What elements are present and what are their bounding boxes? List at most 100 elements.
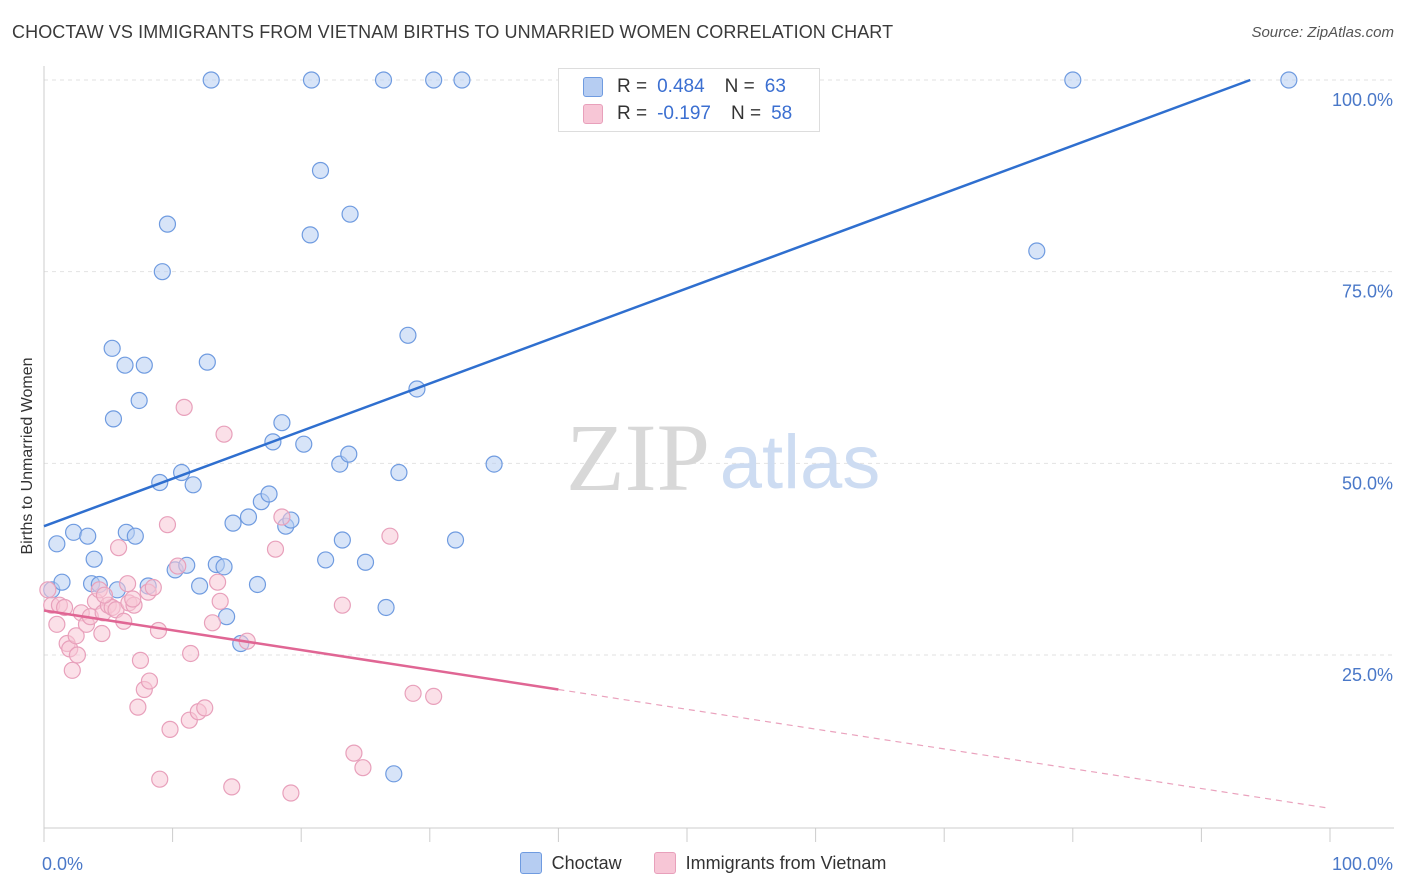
point-choctaw — [356, 553, 375, 571]
watermark-zip: ZIP — [566, 404, 710, 511]
watermark-atlas: atlas — [720, 420, 881, 505]
point-vietnam — [93, 624, 111, 643]
point-choctaw — [104, 410, 123, 428]
y-tick-label: 50.0% — [1342, 473, 1393, 493]
point-vietnam — [63, 661, 81, 679]
point-choctaw — [1064, 71, 1082, 89]
y-tick-label: 100.0% — [1332, 90, 1393, 110]
trend-lines — [43, 78, 1331, 809]
y-tick-label: 25.0% — [1342, 665, 1393, 685]
point-vietnam — [211, 592, 229, 610]
point-choctaw — [153, 263, 171, 281]
point-choctaw — [385, 765, 403, 783]
point-choctaw — [374, 71, 393, 89]
point-choctaw — [215, 558, 233, 576]
point-choctaw — [48, 535, 66, 553]
x-tick-label: 100.0% — [1332, 854, 1393, 874]
legend-swatch-blue — [583, 77, 603, 97]
point-choctaw — [301, 226, 319, 244]
point-vietnam — [140, 672, 159, 690]
point-vietnam — [273, 508, 291, 526]
point-choctaw — [53, 573, 71, 591]
legend-n-label: N = — [724, 76, 755, 97]
grid-lines — [44, 79, 1394, 656]
point-choctaw — [116, 356, 134, 374]
point-vietnam — [131, 651, 150, 669]
point-choctaw — [333, 531, 351, 549]
point-vietnam — [196, 699, 214, 717]
legend-r-value: 0.484 — [657, 76, 705, 97]
point-vietnam — [175, 398, 193, 416]
source-text: Source: ZipAtlas.com — [1251, 24, 1394, 41]
point-choctaw — [425, 71, 443, 89]
point-choctaw — [248, 575, 267, 594]
point-choctaw — [239, 508, 258, 526]
point-choctaw — [79, 527, 97, 545]
trend-line-vietnam-extension — [558, 688, 1331, 809]
data-points — [39, 71, 1298, 802]
point-vietnam — [345, 744, 363, 762]
point-choctaw — [158, 215, 177, 233]
legend-swatch-choctaw — [519, 852, 542, 874]
point-choctaw — [302, 71, 321, 89]
point-vietnam — [215, 425, 233, 443]
point-choctaw — [202, 71, 220, 89]
point-choctaw — [273, 414, 291, 432]
point-choctaw — [485, 455, 503, 473]
legend-r-value: -0.197 — [657, 103, 711, 124]
trend-line-choctaw — [43, 78, 1251, 528]
point-choctaw — [126, 527, 144, 545]
point-choctaw — [64, 523, 83, 541]
point-choctaw — [390, 463, 408, 482]
point-vietnam — [95, 586, 114, 604]
y-tick-label: 75.0% — [1342, 282, 1393, 302]
legend-label-choctaw: Choctaw — [551, 852, 622, 873]
point-vietnam — [118, 575, 137, 593]
trend-line-vietnam — [43, 609, 559, 691]
legend-r-label: R = — [617, 76, 648, 97]
point-vietnam — [39, 581, 57, 599]
point-choctaw — [191, 577, 209, 595]
point-vietnam — [266, 540, 285, 558]
legend-item-vietnam: Immigrants from Vietnam — [653, 852, 886, 874]
point-vietnam — [109, 539, 128, 557]
legend-swatch-pink — [583, 104, 603, 124]
point-choctaw — [224, 514, 242, 532]
tick-labels: 25.0% 50.0% 75.0% 100.0% 0.0% 100.0% — [42, 90, 1393, 874]
x-tick-label: 0.0% — [42, 854, 83, 874]
point-choctaw — [453, 71, 471, 89]
point-vietnam — [158, 516, 177, 534]
point-vietnam — [161, 720, 179, 738]
legend-n-value: 58 — [771, 103, 793, 124]
legend-row-choctaw: R = 0.484 N = 63 — [583, 75, 786, 99]
point-choctaw — [135, 356, 153, 374]
point-vietnam — [67, 627, 85, 645]
point-vietnam — [151, 770, 169, 788]
point-vietnam — [282, 784, 300, 802]
point-choctaw — [1280, 71, 1298, 89]
axes — [43, 66, 1394, 842]
legend-n-value: 63 — [764, 76, 786, 97]
chart-title: CHOCTAW VS IMMIGRANTS FROM VIETNAM BIRTH… — [12, 22, 894, 42]
point-vietnam — [68, 646, 87, 664]
point-choctaw — [103, 339, 121, 357]
legend-item-choctaw: Choctaw — [519, 852, 622, 874]
point-vietnam — [149, 621, 168, 640]
point-vietnam — [55, 598, 74, 617]
point-vietnam — [144, 578, 162, 597]
point-choctaw — [85, 550, 103, 568]
point-choctaw — [341, 205, 359, 223]
point-vietnam — [169, 557, 187, 575]
point-choctaw — [218, 608, 236, 626]
point-vietnam — [182, 644, 200, 663]
legend-r-label: R = — [617, 103, 648, 124]
series-legend: Choctaw Immigrants from Vietnam — [0, 852, 1406, 874]
point-vietnam — [203, 614, 222, 632]
point-vietnam — [425, 687, 443, 706]
point-choctaw — [198, 353, 216, 371]
point-choctaw — [1028, 242, 1046, 260]
point-choctaw — [130, 391, 148, 410]
point-vietnam — [48, 615, 66, 633]
point-vietnam — [404, 684, 422, 702]
